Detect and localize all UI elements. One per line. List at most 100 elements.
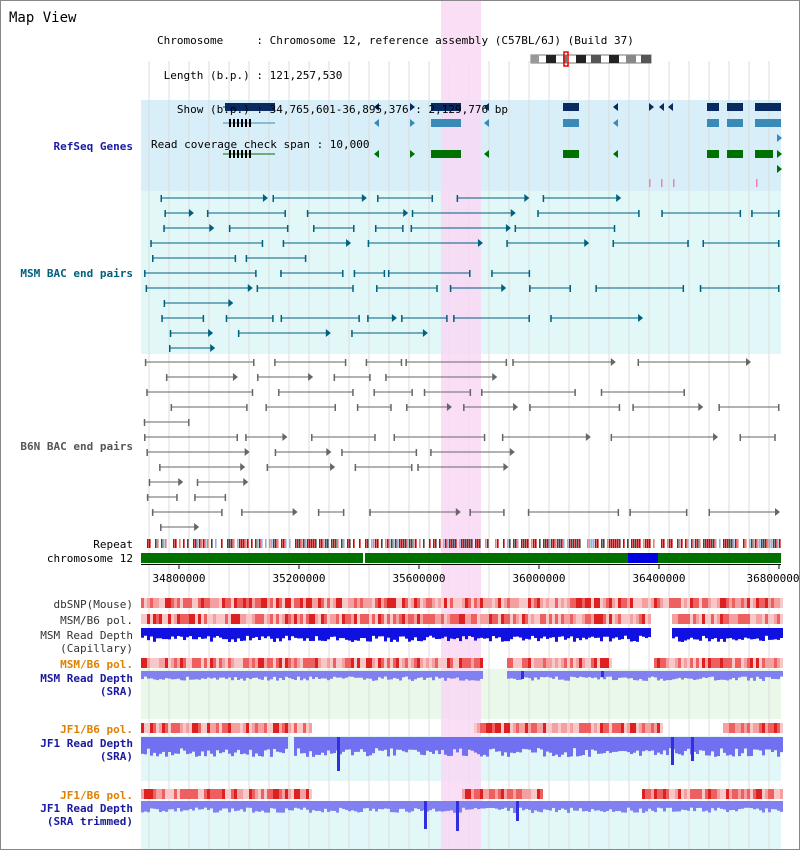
- polymorphism-mark: [603, 658, 606, 668]
- depth-bar: [618, 671, 621, 678]
- depth-bar: [462, 671, 465, 681]
- polymorphism-mark: [432, 614, 435, 624]
- repeat-mark: [255, 539, 257, 548]
- polymorphism-mark: [144, 614, 147, 624]
- repeat-mark: [273, 539, 275, 548]
- polymorphism-mark: [174, 598, 177, 608]
- track-label-jf1-pol-1[interactable]: JF1/B6 pol.: [60, 723, 133, 736]
- depth-bar: [216, 628, 219, 637]
- depth-bar: [309, 628, 312, 641]
- track-label-jf1-depth-trimmed[interactable]: JF1 Read Depth (SRA trimmed): [40, 802, 133, 828]
- track-label-msm-depth-sra[interactable]: MSM Read Depth (SRA): [40, 672, 133, 698]
- depth-bar: [756, 737, 759, 750]
- polymorphism-mark: [492, 614, 495, 624]
- depth-bar: [702, 628, 705, 636]
- track-label-b6n-bac[interactable]: B6N BAC end pairs: [20, 440, 133, 453]
- polymorphism-mark: [678, 658, 681, 668]
- depth-bar: [642, 671, 645, 681]
- depth-bar: [468, 628, 471, 636]
- polymorphism-mark: [477, 658, 480, 668]
- polymorphism-mark: [438, 658, 441, 668]
- bac-end: [151, 509, 154, 516]
- gene-arrow: [330, 463, 336, 471]
- polymorphism-mark: [465, 614, 468, 624]
- polymorphism-mark: [465, 658, 468, 668]
- depth-bar: [414, 628, 417, 638]
- track-label-refseq[interactable]: RefSeq Genes: [53, 140, 133, 153]
- polymorphism-mark: [603, 598, 606, 608]
- depth-bar: [675, 801, 678, 812]
- depth-bar: [711, 628, 714, 640]
- depth-bar: [771, 801, 774, 810]
- depth-bar: [537, 737, 540, 749]
- polymorphism-mark: [531, 723, 534, 733]
- polymorphism-mark: [696, 658, 699, 668]
- polymorphism-mark: [630, 598, 633, 608]
- polymorphism-mark: [252, 789, 255, 799]
- depth-bar: [591, 737, 594, 750]
- bac-end: [306, 210, 309, 217]
- depth-bar: [246, 628, 249, 636]
- depth-bar: [402, 801, 405, 809]
- depth-bar: [720, 628, 723, 639]
- polymorphism-mark: [207, 614, 210, 624]
- polymorphism-mark: [630, 614, 633, 624]
- repeat-mark: [393, 539, 395, 548]
- polymorphism-mark: [261, 598, 264, 608]
- polymorphism-mark: [753, 723, 756, 733]
- track-label-dbsnp[interactable]: dbSNP(Mouse): [53, 598, 133, 611]
- track-label-msm-pol-1[interactable]: MSM/B6 pol.: [60, 614, 133, 627]
- gene-arrow: [374, 103, 379, 111]
- polymorphism-mark: [726, 723, 729, 733]
- polymorphism-mark: [534, 723, 537, 733]
- depth-bar: [489, 737, 492, 750]
- repeat-mark: [617, 539, 619, 548]
- polymorphism-mark: [630, 723, 633, 733]
- ideogram-position-marker: [563, 51, 569, 67]
- polymorphism-mark: [186, 789, 189, 799]
- repeat-mark: [371, 539, 373, 548]
- polymorphism-mark: [357, 614, 360, 624]
- track-label-msm-depth-capillary[interactable]: MSM Read Depth (Capillary): [40, 629, 133, 655]
- depth-bar: [546, 628, 549, 639]
- bac-end: [400, 359, 403, 366]
- bac-end: [246, 404, 248, 411]
- polymorphism-mark: [270, 614, 273, 624]
- depth-bar: [345, 671, 348, 678]
- polymorphism-mark: [579, 614, 582, 624]
- polymorphism-mark: [591, 723, 594, 733]
- polymorphism-mark: [285, 598, 288, 608]
- polymorphism-mark: [300, 614, 303, 624]
- polymorphism-mark: [756, 723, 759, 733]
- polymorphism-mark: [237, 614, 240, 624]
- bac-end: [527, 509, 530, 516]
- polymorphism-mark: [717, 614, 720, 624]
- depth-bar: [525, 628, 528, 639]
- bac-end: [778, 210, 780, 217]
- polymorphism-mark: [438, 598, 441, 608]
- polymorphism-mark: [360, 598, 363, 608]
- track-label-jf1-pol-2[interactable]: JF1/B6 pol.: [60, 789, 133, 802]
- gene-arrow: [745, 358, 751, 366]
- bac-end: [661, 210, 663, 217]
- depth-bar: [306, 628, 309, 639]
- track-label-msm-bac[interactable]: MSM BAC end pairs: [20, 267, 133, 280]
- depth-bar: [744, 801, 747, 808]
- polymorphism-mark: [288, 658, 291, 668]
- polymorphism-mark: [237, 598, 240, 608]
- depth-bar: [240, 671, 243, 679]
- gene-exon: [225, 103, 275, 111]
- depth-bar: [549, 628, 552, 638]
- bac-end: [481, 389, 483, 396]
- polymorphism-mark: [486, 598, 489, 608]
- depth-bar: [345, 801, 348, 810]
- gene-arrow: [210, 344, 216, 352]
- track-label-msm-pol-2[interactable]: MSM/B6 pol.: [60, 658, 133, 671]
- repeat-mark: [595, 539, 597, 548]
- repeat-mark: [609, 539, 611, 548]
- polymorphism-mark: [519, 789, 522, 799]
- polymorphism-mark: [153, 598, 156, 608]
- track-label-jf1-depth-sra[interactable]: JF1 Read Depth (SRA): [40, 737, 133, 763]
- polymorphism-mark: [153, 658, 156, 668]
